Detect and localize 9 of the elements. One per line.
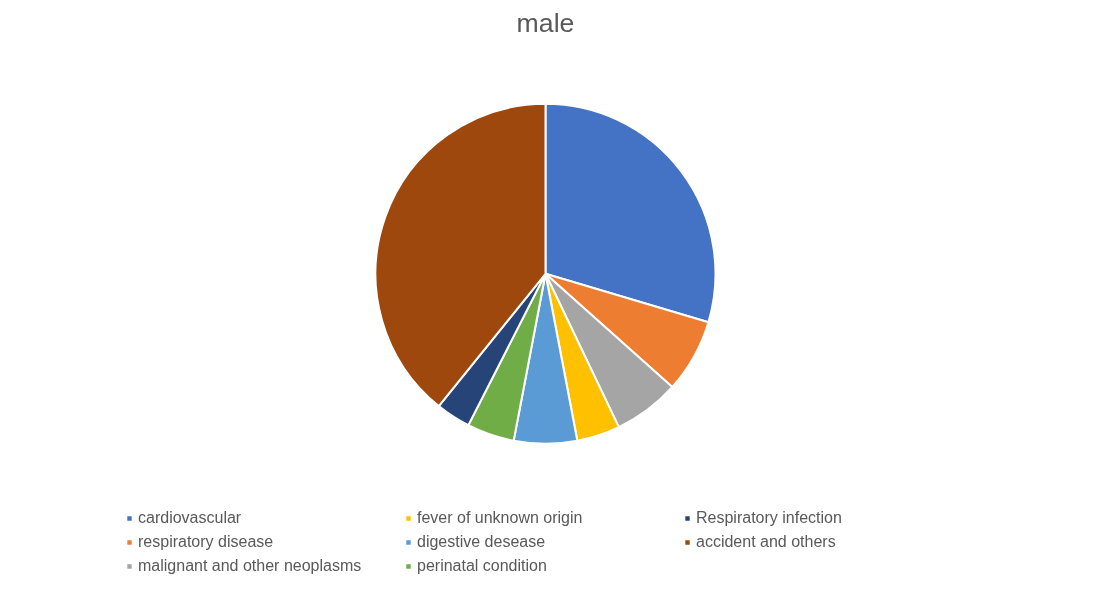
- legend-label: respiratory disease: [138, 533, 275, 551]
- legend-label: malignant and other neoplasms: [138, 557, 363, 575]
- legend-label: cardiovascular: [138, 509, 243, 527]
- legend-label: Respiratory infection: [696, 509, 843, 527]
- legend-label: fever of unknown origin: [417, 509, 584, 527]
- chart-title: male: [516, 7, 575, 38]
- legend-label: digestive desease: [417, 533, 547, 551]
- legend-label: perinatal condition: [417, 557, 548, 575]
- legend-label: accident and others: [696, 533, 837, 551]
